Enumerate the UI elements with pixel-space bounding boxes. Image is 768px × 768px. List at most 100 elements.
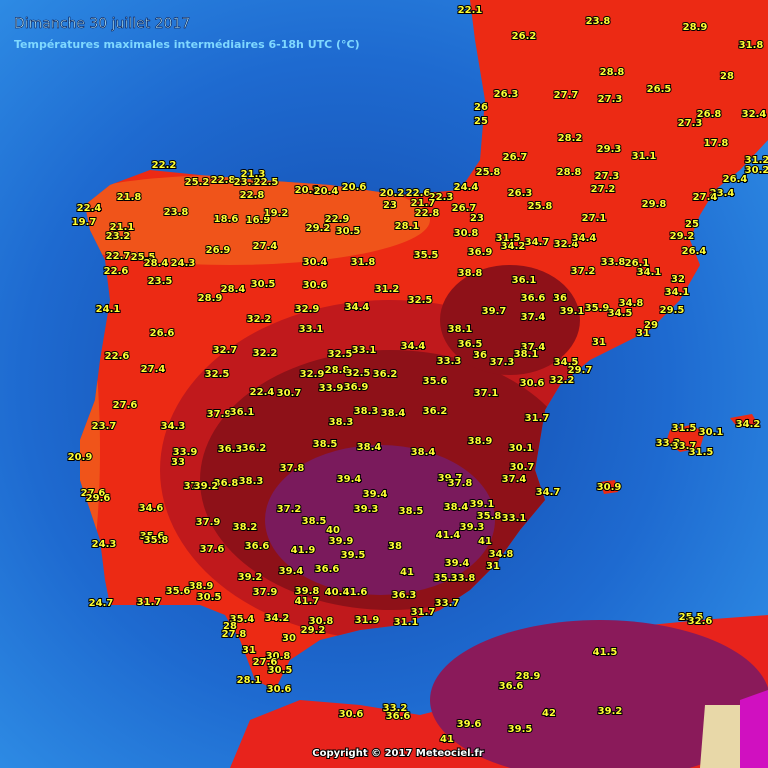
station-temp: 25 <box>474 116 488 127</box>
station-temp: 39.8 <box>295 586 320 597</box>
station-temp: 22.8 <box>240 190 265 201</box>
station-temp: 38.4 <box>357 442 382 453</box>
station-temp: 26.7 <box>503 152 528 163</box>
station-temp: 37.2 <box>571 266 596 277</box>
station-temp: 33 <box>171 457 185 468</box>
station-temp: 33.8 <box>451 573 476 584</box>
station-temp: 36.1 <box>512 275 537 286</box>
station-temp: 32.2 <box>247 314 272 325</box>
station-temp: 41.6 <box>343 587 368 598</box>
station-temp: 26.3 <box>494 89 519 100</box>
station-temp: 26.6 <box>150 328 175 339</box>
station-temp: 34.2 <box>501 241 526 252</box>
station-temp: 36.3 <box>218 444 243 455</box>
station-temp: 32.5 <box>408 295 433 306</box>
station-temp: 38.3 <box>354 406 379 417</box>
station-temp: 39.2 <box>194 481 219 492</box>
station-temp: 38.1 <box>514 349 539 360</box>
station-temp: 26.8 <box>697 109 722 120</box>
station-temp: 39.9 <box>329 536 354 547</box>
station-temp: 34.4 <box>401 341 426 352</box>
station-temp: 38.5 <box>313 439 338 450</box>
station-temp: 31.1 <box>632 151 657 162</box>
station-temp: 27.3 <box>595 171 620 182</box>
subtitle: Températures maximales intermédiaires 6-… <box>14 38 360 51</box>
station-temp: 31.5 <box>672 423 697 434</box>
title: Dimanche 30 juillet 2017 <box>14 16 190 32</box>
station-temp: 33.7 <box>672 441 697 452</box>
station-temp: 29.8 <box>642 199 667 210</box>
station-temp: 36.3 <box>392 590 417 601</box>
station-temp: 26.5 <box>647 84 672 95</box>
station-temp: 30 <box>282 633 296 644</box>
station-temp: 41.7 <box>295 596 320 607</box>
station-temp: 32.5 <box>205 369 230 380</box>
station-temp: 33.3 <box>437 356 462 367</box>
station-temp: 36.2 <box>373 369 398 380</box>
station-temp: 31 <box>636 328 650 339</box>
station-temp: 37.9 <box>196 517 221 528</box>
station-temp: 38.1 <box>448 324 473 335</box>
station-temp: 31.2 <box>375 284 400 295</box>
station-temp: 39.5 <box>341 550 366 561</box>
station-temp: 23.8 <box>586 16 611 27</box>
station-temp: 37.8 <box>280 463 305 474</box>
station-temp: 22.4 <box>77 203 102 214</box>
station-temp: 33.1 <box>299 324 324 335</box>
station-temp: 35.6 <box>166 586 191 597</box>
station-temp: 35.4 <box>230 614 255 625</box>
station-temp: 35.8 <box>144 535 169 546</box>
station-temp: 36.2 <box>423 406 448 417</box>
station-temp: 23.4 <box>710 188 735 199</box>
station-temp: 36.6 <box>315 564 340 575</box>
station-temp: 22.7 <box>106 251 131 262</box>
station-temp: 31.9 <box>355 615 380 626</box>
station-temp: 31.5 <box>689 447 714 458</box>
station-temp: 38 <box>388 541 402 552</box>
station-temp: 23.5 <box>148 276 173 287</box>
ibiza <box>600 480 618 494</box>
station-temp: 29.6 <box>86 493 111 504</box>
station-temp: 23.7 <box>92 421 117 432</box>
station-temp: 28.2 <box>558 133 583 144</box>
station-temp: 24.4 <box>454 182 479 193</box>
station-temp: 22.1 <box>458 5 483 16</box>
station-temp: 34.1 <box>665 287 690 298</box>
station-temp: 39.4 <box>445 558 470 569</box>
station-temp: 37.6 <box>200 544 225 555</box>
station-temp: 32.6 <box>688 616 713 627</box>
station-temp: 26.4 <box>682 246 707 257</box>
station-temp: 33.8 <box>601 257 626 268</box>
copyright: Copyright © 2017 Meteociel.fr <box>312 748 483 759</box>
station-temp: 42 <box>542 708 556 719</box>
station-temp: 26.2 <box>512 31 537 42</box>
station-temp: 30.6 <box>520 378 545 389</box>
station-temp: 27.7 <box>554 90 579 101</box>
station-temp: 27.1 <box>582 213 607 224</box>
station-temp: 41 <box>478 536 492 547</box>
station-temp: 25 <box>685 219 699 230</box>
station-temp: 27.2 <box>591 184 616 195</box>
station-temp: 29.2 <box>306 223 331 234</box>
station-temp: 20.9 <box>68 452 93 463</box>
station-temp: 33.7 <box>435 598 460 609</box>
station-temp: 35.3 <box>434 573 459 584</box>
station-temp: 27.3 <box>678 118 703 129</box>
station-temp: 31.1 <box>394 617 419 628</box>
africa-hot-zone <box>430 620 768 768</box>
station-temp: 32.7 <box>213 345 238 356</box>
station-temp: 21.8 <box>117 192 142 203</box>
station-temp: 28.4 <box>144 258 169 269</box>
station-temp: 29.7 <box>568 365 593 376</box>
station-temp: 35.9 <box>585 303 610 314</box>
africa-pale-zone <box>700 705 740 768</box>
station-temp: 36.9 <box>468 247 493 258</box>
station-temp: 37.9 <box>253 587 278 598</box>
station-temp: 25.5 <box>679 612 704 623</box>
station-temp: 31.8 <box>739 40 764 51</box>
station-temp: 34.7 <box>536 487 561 498</box>
station-temp: 29.5 <box>660 305 685 316</box>
station-temp: 27.3 <box>598 94 623 105</box>
station-temp: 26.9 <box>206 245 231 256</box>
